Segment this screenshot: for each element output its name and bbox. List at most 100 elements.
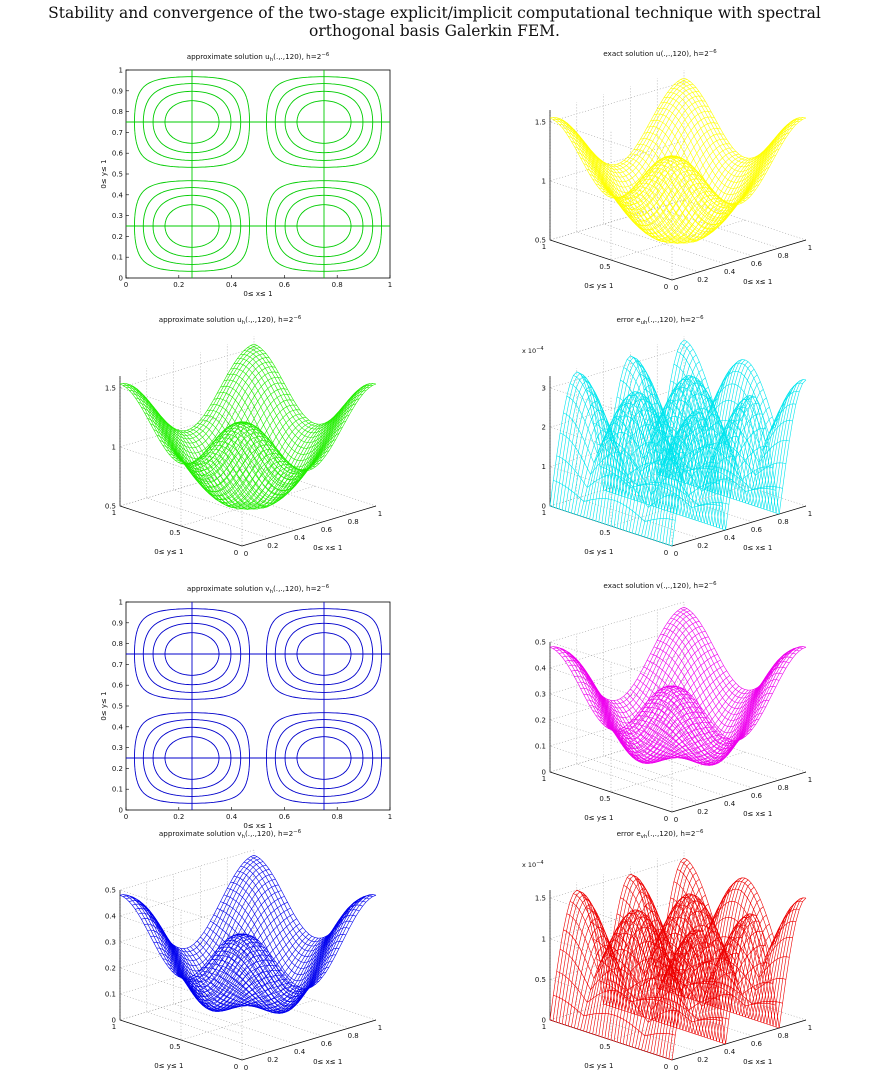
x-gridline — [253, 850, 377, 1021]
mesh-line-y — [677, 610, 800, 699]
z-tick-label: 0.3 — [535, 691, 546, 699]
y-tick-label: 0.9 — [112, 87, 123, 95]
mesh-line-y — [680, 608, 803, 695]
mesh-line-x — [177, 421, 312, 509]
contour-level — [152, 90, 364, 258]
y-tick-label: 1 — [119, 67, 123, 75]
z-gridline — [549, 347, 685, 429]
mesh-line-y — [663, 627, 786, 721]
axes-lines — [119, 376, 377, 547]
x-axis-label: 0≤ x≤ 1 — [743, 544, 772, 552]
mesh-line-x — [141, 878, 276, 983]
x-gridline — [603, 94, 726, 265]
mesh-line-y — [630, 873, 753, 960]
page-title-line-1: Stability and convergence of the two-sta… — [48, 4, 821, 22]
x-tick-label: 0 — [674, 284, 678, 292]
mesh-line-y — [646, 406, 770, 470]
mesh-line-y — [650, 653, 773, 745]
z-gridline — [549, 601, 685, 683]
z-tick-label: 1.5 — [535, 118, 546, 126]
panel-contour-vh: approximate solution vh(.,.,120), h=2−6 0… — [20, 576, 440, 841]
x-tick-label: 0.6 — [279, 281, 291, 289]
mesh-line-x — [601, 682, 737, 764]
mesh-line-x — [126, 858, 261, 957]
panel-contour-uh: approximate solution uh(.,.,120), h=2−6 0… — [20, 44, 440, 309]
x-tick-label: 0.2 — [697, 542, 708, 550]
mesh-line-y — [220, 385, 343, 474]
y-tick-label: 0.2 — [112, 765, 123, 773]
mesh-line-y — [233, 362, 357, 449]
x-tick-label: 0.2 — [173, 281, 184, 289]
x-gridline — [683, 602, 807, 773]
x-tick-label: 0.2 — [697, 808, 708, 816]
panel-error-vh: error evh(.,.,120), h=2−6 x 10−4 0 0.2 0.4 0.… — [450, 824, 869, 1089]
mesh-line-x — [571, 630, 706, 735]
surface-mesh — [549, 857, 807, 1061]
mesh-line-x — [644, 133, 779, 222]
plot-frame — [125, 601, 391, 811]
mesh-line-x — [144, 371, 279, 465]
mesh-line-y — [213, 398, 336, 486]
z-tick-label: 1 — [542, 463, 546, 471]
mesh-line-x — [580, 922, 715, 1031]
x-axis-label: 0≤ x≤ 1 — [743, 1058, 772, 1066]
y-axis-label: 0≤ y≤ 1 — [154, 548, 183, 556]
mesh-line-x — [559, 84, 694, 174]
mesh-line-x — [147, 377, 282, 471]
x-tick-label: 1 — [378, 510, 382, 518]
x-tick-label: 0.4 — [294, 534, 306, 542]
mesh-line-x — [586, 659, 721, 757]
mesh-line-x — [177, 935, 313, 1010]
z-gridline — [549, 140, 685, 222]
y-tick-label: 0.5 — [112, 703, 123, 711]
surface-mesh — [119, 343, 377, 510]
x-tick-label: 0.4 — [724, 1048, 736, 1056]
mesh-line-x — [586, 390, 721, 519]
y-tick-label: 0 — [664, 815, 668, 823]
y-tick-label: 0 — [119, 275, 123, 283]
mesh-line-x — [583, 915, 718, 1032]
y-tick-label: 0 — [664, 283, 668, 291]
mesh-line-x — [607, 155, 742, 243]
mesh-line-x — [580, 406, 715, 517]
z-tick-label: 1.5 — [105, 384, 116, 392]
y-tick-label: 0.9 — [112, 619, 123, 627]
axes-frame — [119, 376, 377, 547]
x-gridline — [656, 610, 780, 781]
x-tick-label: 0 — [674, 1064, 678, 1072]
z-gridline — [119, 849, 255, 931]
mesh-line-x — [214, 399, 349, 488]
mesh-line-x — [159, 913, 294, 1008]
y-axis-label: 0≤ y≤ 1 — [154, 1062, 183, 1070]
z-tick-label: 0 — [542, 503, 546, 511]
mesh-line-y — [193, 426, 316, 508]
mesh-line-y — [660, 102, 783, 189]
mesh-line-y — [253, 854, 377, 939]
mesh-line-y — [657, 987, 780, 1029]
x-tick-label: 0.6 — [321, 1040, 333, 1048]
contour-level — [152, 622, 364, 790]
x-gridline — [200, 352, 323, 523]
y-axis-label: 0≤ y≤ 1 — [584, 282, 613, 290]
contour-level — [134, 76, 382, 272]
z-tick-label: 0.2 — [105, 965, 116, 973]
y-tick-label: 0.5 — [599, 1043, 610, 1051]
mesh-line-y — [670, 88, 793, 172]
mesh-line-x — [568, 95, 703, 188]
mesh-line-y — [197, 423, 320, 507]
mesh-line-y — [630, 153, 753, 238]
mesh-line-y — [243, 861, 366, 952]
y-tick-label: 0 — [664, 549, 668, 557]
mesh-line-x — [562, 87, 697, 178]
y-tick-label: 0.6 — [112, 150, 124, 158]
z-tick-label: 1.5 — [535, 895, 546, 903]
mesh-line-x — [662, 118, 798, 205]
contour-level — [164, 632, 352, 780]
surface-u-chart: exact solution u(.,.,120), h=2−6 0 0.2 0.4 0… — [535, 49, 812, 292]
x-gridline — [200, 866, 323, 1037]
mesh-line-y — [663, 96, 787, 183]
contour-lines — [126, 70, 390, 278]
y-gridline — [180, 910, 316, 1041]
z-tick-label: 0 — [542, 1017, 546, 1025]
mesh-line-x — [565, 361, 700, 512]
